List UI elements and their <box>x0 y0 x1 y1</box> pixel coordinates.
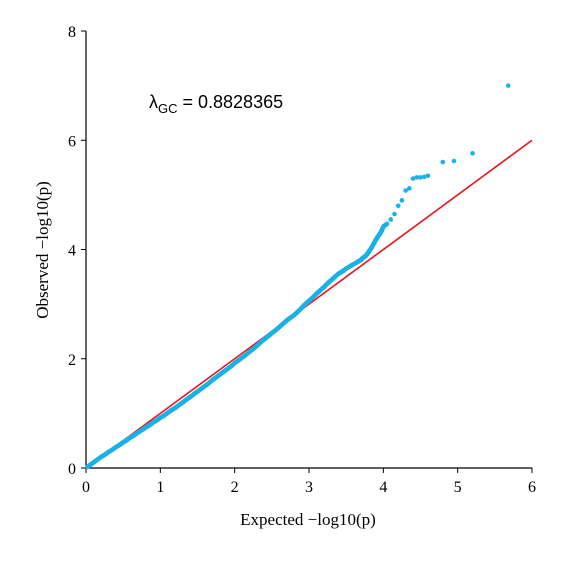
reference-line-layer <box>85 139 533 469</box>
x-tick-label: 1 <box>156 479 164 496</box>
x-tick-label: 6 <box>528 479 536 496</box>
lambda-symbol: λ <box>149 92 158 112</box>
lambda-subscript: GC <box>158 101 178 116</box>
data-point <box>403 188 408 193</box>
lambda-gc-annotation: λGC = 0.8828365 <box>149 92 283 116</box>
data-point <box>505 83 511 88</box>
data-point <box>395 203 401 209</box>
y-axis-title: Observed −log10(p) <box>33 181 52 319</box>
y-tick-label: 4 <box>68 243 76 260</box>
data-point <box>414 175 420 180</box>
data-point <box>399 198 405 203</box>
data-point <box>418 175 423 180</box>
data-points <box>85 83 511 470</box>
plot-axes: 0 1 2 3 4 5 6 0 2 4 6 8 <box>68 24 536 496</box>
reference-line <box>85 139 533 469</box>
data-point <box>388 217 394 222</box>
y-tick-label: 0 <box>68 461 76 478</box>
x-tick-label: 5 <box>454 479 462 496</box>
x-tick-label: 0 <box>82 479 90 496</box>
x-tick-label: 4 <box>379 479 387 496</box>
data-point <box>451 158 457 164</box>
x-axis-title: Expected −log10(p) <box>240 510 376 529</box>
y-tick-label: 2 <box>68 352 76 369</box>
data-point <box>421 174 427 180</box>
data-point <box>384 221 390 227</box>
data-point <box>470 151 475 156</box>
y-tick-label: 8 <box>68 24 76 41</box>
data-point <box>392 211 397 217</box>
data-point <box>440 159 446 165</box>
x-tick-label: 3 <box>305 479 313 496</box>
data-point <box>410 176 416 181</box>
data-point <box>425 173 431 179</box>
lambda-value: = 0.8828365 <box>178 92 284 112</box>
data-point <box>407 186 412 191</box>
x-tick-label: 2 <box>231 479 239 496</box>
y-tick-label: 6 <box>68 133 76 150</box>
